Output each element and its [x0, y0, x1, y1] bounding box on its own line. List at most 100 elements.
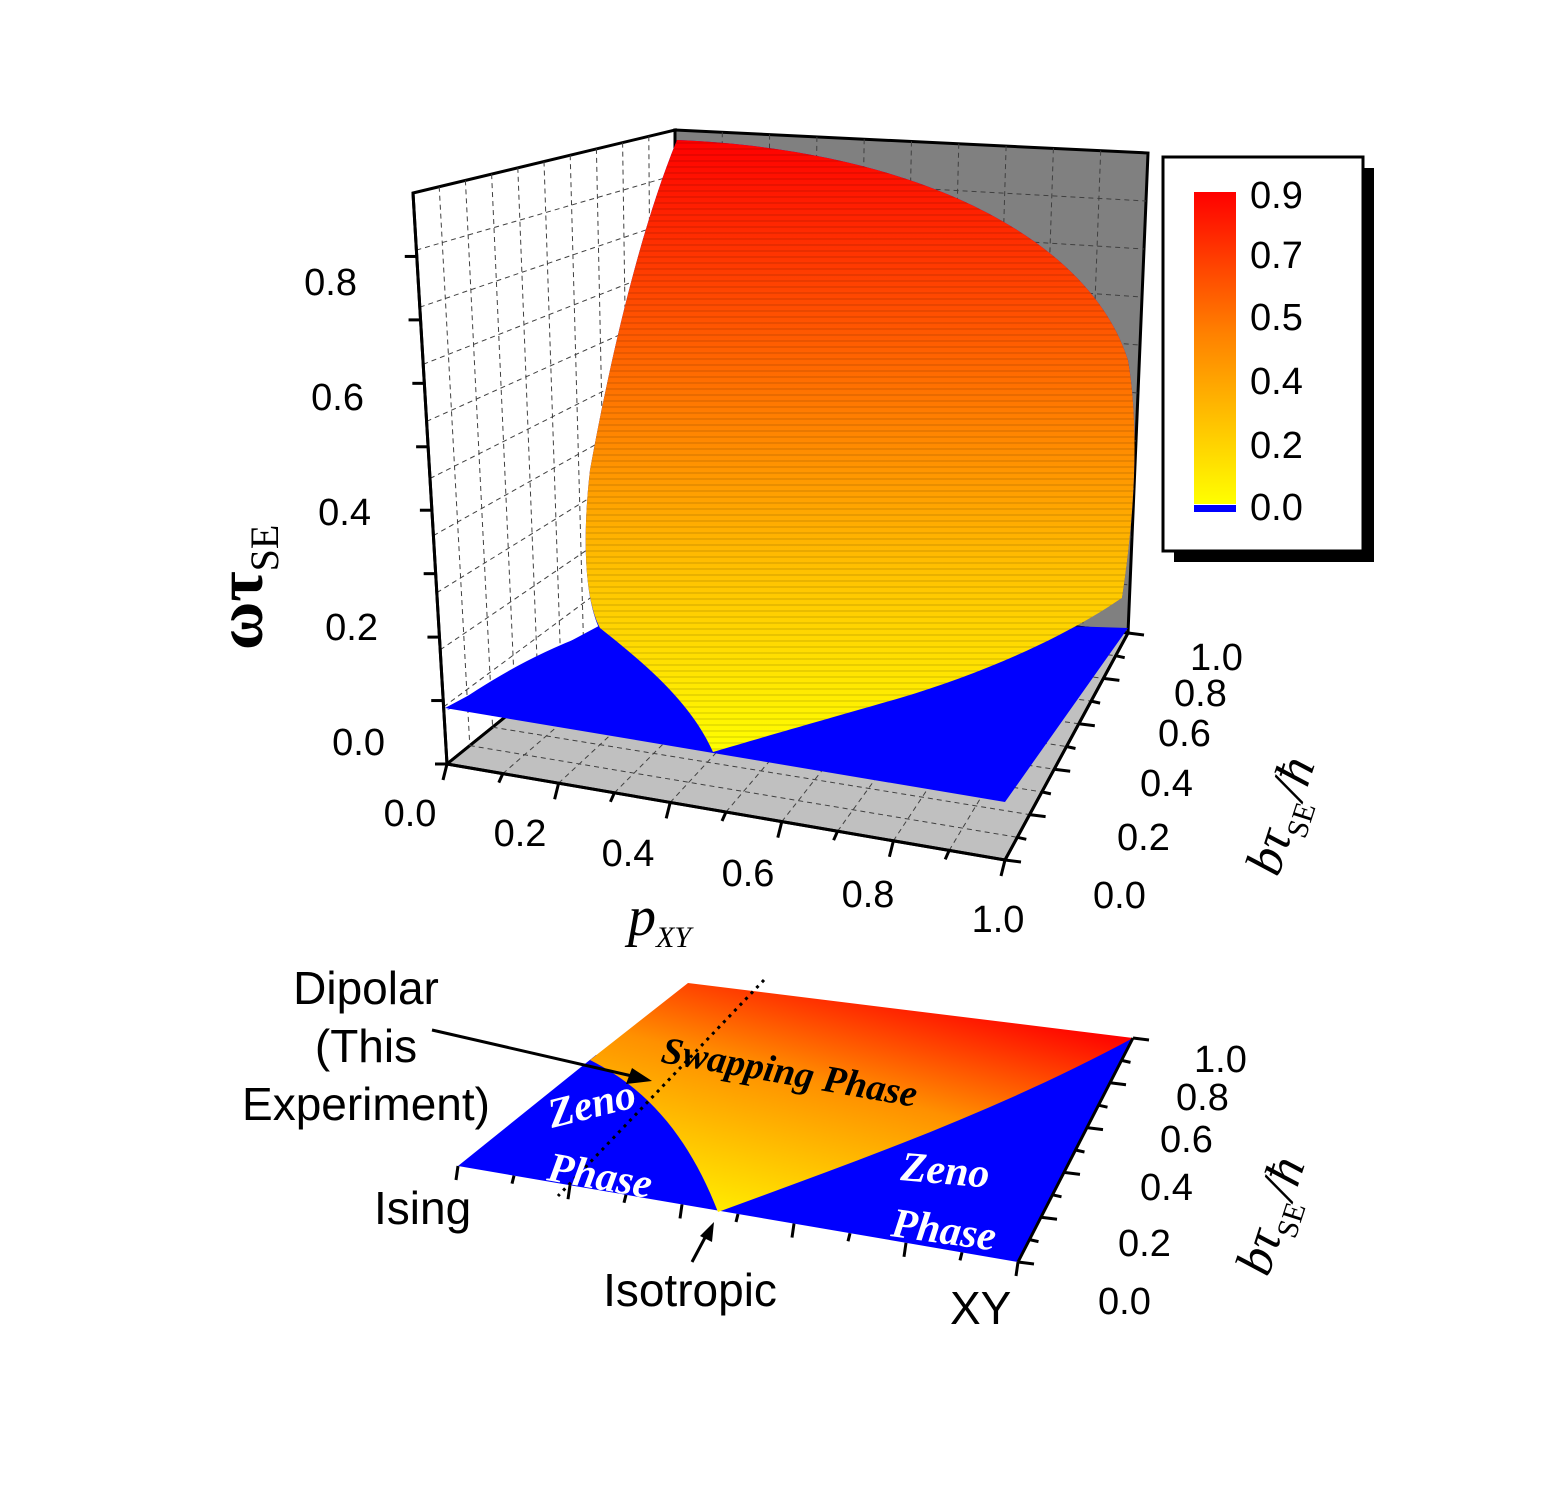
grid-line	[443, 534, 676, 708]
phase-x-tick	[958, 1252, 964, 1261]
phase-right-axis	[1016, 1037, 1135, 1263]
y-tick-label: 0.6	[1158, 713, 1211, 755]
phase-x-tick	[734, 1213, 740, 1223]
colorbar-tick: 0.9	[1250, 175, 1303, 217]
y-axis-tick	[1127, 631, 1145, 637]
phase-x-tick	[454, 1165, 460, 1181]
phase-y-tick	[1109, 1081, 1127, 1087]
x-axis-tick	[553, 782, 561, 800]
x-axis-tick	[720, 811, 728, 822]
phase-x-tick	[1014, 1261, 1020, 1277]
grid-line	[433, 399, 676, 537]
colorbar-tick: 0.5	[1250, 297, 1303, 339]
grid-line	[502, 584, 721, 774]
x-axis-tick	[441, 763, 449, 781]
x-tick-label: 0.6	[722, 853, 775, 895]
isotropic-label: Isotropic	[603, 1264, 777, 1316]
dipolar-annotation-line2: (This	[315, 1020, 417, 1072]
colorbar-tick: 0.2	[1250, 425, 1303, 467]
z-axis	[411, 192, 449, 765]
y-axis-title: bτSE/ħ	[1235, 750, 1335, 885]
swapping-region	[590, 983, 1133, 1212]
x-tick-labels: 0.0 0.2 0.4 0.6 0.8 1.0	[384, 793, 1025, 941]
colorbar-tick: 0.4	[1250, 361, 1303, 403]
z-tick-label: 0.8	[304, 262, 357, 304]
y-tick-label: 0.8	[1174, 673, 1227, 715]
z-axis-title: ωτSE	[204, 525, 287, 650]
phase-y-tick	[1040, 1215, 1058, 1221]
x-tick-label: 1.0	[972, 899, 1025, 941]
dipolar-arrow-head	[626, 1068, 652, 1084]
phase-x-tick	[566, 1184, 572, 1200]
z-tick-label: 0.6	[311, 377, 364, 419]
x-axis-title: pXY	[624, 886, 694, 954]
xy-label: XY	[950, 1282, 1011, 1334]
x-axis-tick	[999, 859, 1007, 877]
x-tick-label: 0.8	[842, 874, 895, 916]
y-tick-labels: 0.0 0.2 0.4 0.6 0.8 1.0	[1093, 637, 1243, 917]
ising-label: Ising	[374, 1182, 471, 1234]
phase-x-tick	[846, 1232, 852, 1242]
y-axis-tick	[1029, 813, 1046, 819]
y-axis-tick	[1066, 745, 1076, 750]
grid-line	[469, 745, 1018, 838]
phase-y-tick-label: 0.4	[1140, 1167, 1193, 1209]
z-tick-labels: 0.0 0.2 0.4 0.6 0.8	[304, 262, 385, 764]
y-axis-tick	[1090, 699, 1101, 705]
dipolar-annotation-line1: Dipolar	[293, 962, 439, 1014]
zeno-right-label-1: Zeno	[898, 1144, 991, 1198]
grid-line	[436, 444, 676, 594]
y-tick-label: 0.4	[1140, 763, 1193, 805]
y-axis-tick	[1115, 654, 1126, 660]
surface-mesh-lines	[585, 140, 1135, 752]
x-axis-tick	[832, 830, 839, 841]
x-axis-tick	[943, 849, 951, 861]
colorbar	[1194, 192, 1236, 504]
z-tick-label: 0.4	[318, 492, 371, 534]
y-axis-tick	[1054, 767, 1071, 773]
x-tick-label: 0.2	[494, 813, 547, 855]
phase-x-tick	[510, 1175, 516, 1184]
z-tick-label: 0.0	[332, 722, 385, 764]
y-axis-tick	[1041, 790, 1052, 796]
phase-y-tick	[1086, 1126, 1104, 1132]
x-axis-tick	[664, 802, 672, 819]
colorbar-legend: 0.9 0.7 0.5 0.4 0.2 0.0	[1161, 155, 1374, 562]
x-axis-tick	[776, 821, 784, 838]
phase-x-tick	[902, 1242, 908, 1258]
colorbar-tick: 0.7	[1250, 235, 1303, 277]
y-axis-tick	[1078, 722, 1095, 728]
phase-y-tick	[1132, 1036, 1150, 1042]
axis-ticks	[404, 254, 1145, 877]
colorbar-tick: 0.0	[1250, 487, 1303, 529]
y-axis-tick	[1103, 676, 1120, 682]
phase-x-tick	[622, 1194, 628, 1204]
x-axis-tick	[609, 792, 616, 803]
grid-line	[569, 155, 585, 654]
colorbar-zero-swatch	[1194, 505, 1236, 512]
y-tick-label: 0.0	[1093, 875, 1146, 917]
dipolar-line	[556, 978, 766, 1198]
y-tick-label: 1.0	[1190, 637, 1243, 679]
x-axis-tick	[497, 772, 505, 784]
phase-x-tick	[678, 1204, 684, 1219]
phase-y-tick-label: 0.8	[1176, 1077, 1229, 1119]
z-tick-label: 0.2	[325, 607, 378, 649]
phase-y-tick-label: 0.6	[1160, 1119, 1213, 1161]
dipolar-annotation-line3: Experiment)	[242, 1078, 490, 1130]
phase-y-tick-label: 0.2	[1118, 1223, 1171, 1265]
phase-y-tick-label: 1.0	[1194, 1039, 1247, 1081]
isotropic-arrow-head	[700, 1222, 714, 1242]
surface-plot: 0.0 0.2 0.4 0.6 0.8 0.0 0.2 0.4 0.6 0.8 …	[204, 128, 1335, 954]
x-axis-tick	[887, 840, 895, 858]
x-tick-label: 0.4	[602, 833, 655, 875]
y-tick-label: 0.2	[1117, 817, 1170, 859]
y-axis-tick	[1016, 835, 1027, 841]
x-tick-label: 0.0	[384, 793, 437, 835]
phase-y-tick-label: 0.0	[1098, 1281, 1151, 1323]
dipolar-arrow-line	[431, 1028, 633, 1078]
phase-y-tick	[1017, 1260, 1035, 1266]
phase-y-tick	[1063, 1170, 1081, 1176]
phase-x-tick	[790, 1223, 796, 1238]
